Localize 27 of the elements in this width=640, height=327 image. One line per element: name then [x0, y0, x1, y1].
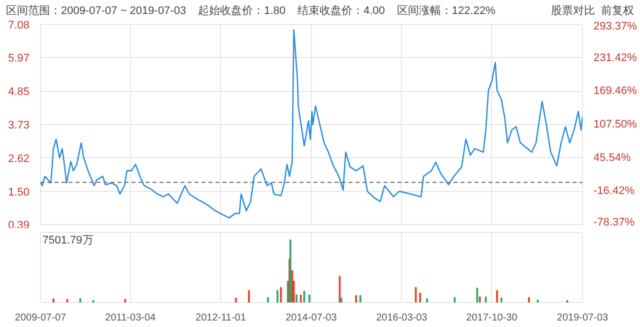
y-tick-label: 4.85	[8, 86, 30, 98]
y-tick-label: 3.73	[8, 120, 30, 132]
x-tick-label: 2019-07-03	[556, 312, 609, 324]
x-tick-label: 2017-10-30	[466, 312, 518, 324]
y-tick-label: 1.50	[8, 186, 30, 198]
text: 结束收盘价：4.00	[298, 5, 385, 17]
annotation: 7501.79万	[42, 234, 94, 246]
y2-tick-label: -78.37%	[594, 216, 635, 228]
x-tick-label: 2011-03-04	[105, 312, 156, 324]
y-tick-label: 2.62	[8, 152, 30, 165]
y2-tick-label: 45.54%	[594, 152, 632, 164]
text: 股票对比	[551, 5, 595, 17]
y-tick-label: 5.97	[8, 52, 30, 65]
text: 起始收盘价：1.80	[198, 5, 286, 17]
y2-tick-label: 231.42%	[594, 52, 638, 64]
y-tick-label: 7.08	[8, 20, 30, 32]
text: 前复权	[601, 5, 634, 17]
y2-tick-label: -16.42%	[594, 185, 635, 198]
x-tick-label: 2016-03-03	[376, 312, 428, 324]
y2-tick-label: 293.37%	[594, 20, 638, 32]
y2-tick-label: 169.46%	[594, 85, 638, 98]
x-tick-label: 2009-07-07	[14, 312, 67, 324]
x-tick-label: 2012-11-01	[196, 312, 246, 324]
x-tick-label: 2014-07-03	[286, 312, 338, 324]
text: 区间涨幅：122.22%	[396, 5, 496, 17]
chart-title: 区间范围：2009-07-07 ~ 2019-07-03	[6, 5, 186, 17]
y2-tick-label: 107.50%	[594, 118, 638, 130]
